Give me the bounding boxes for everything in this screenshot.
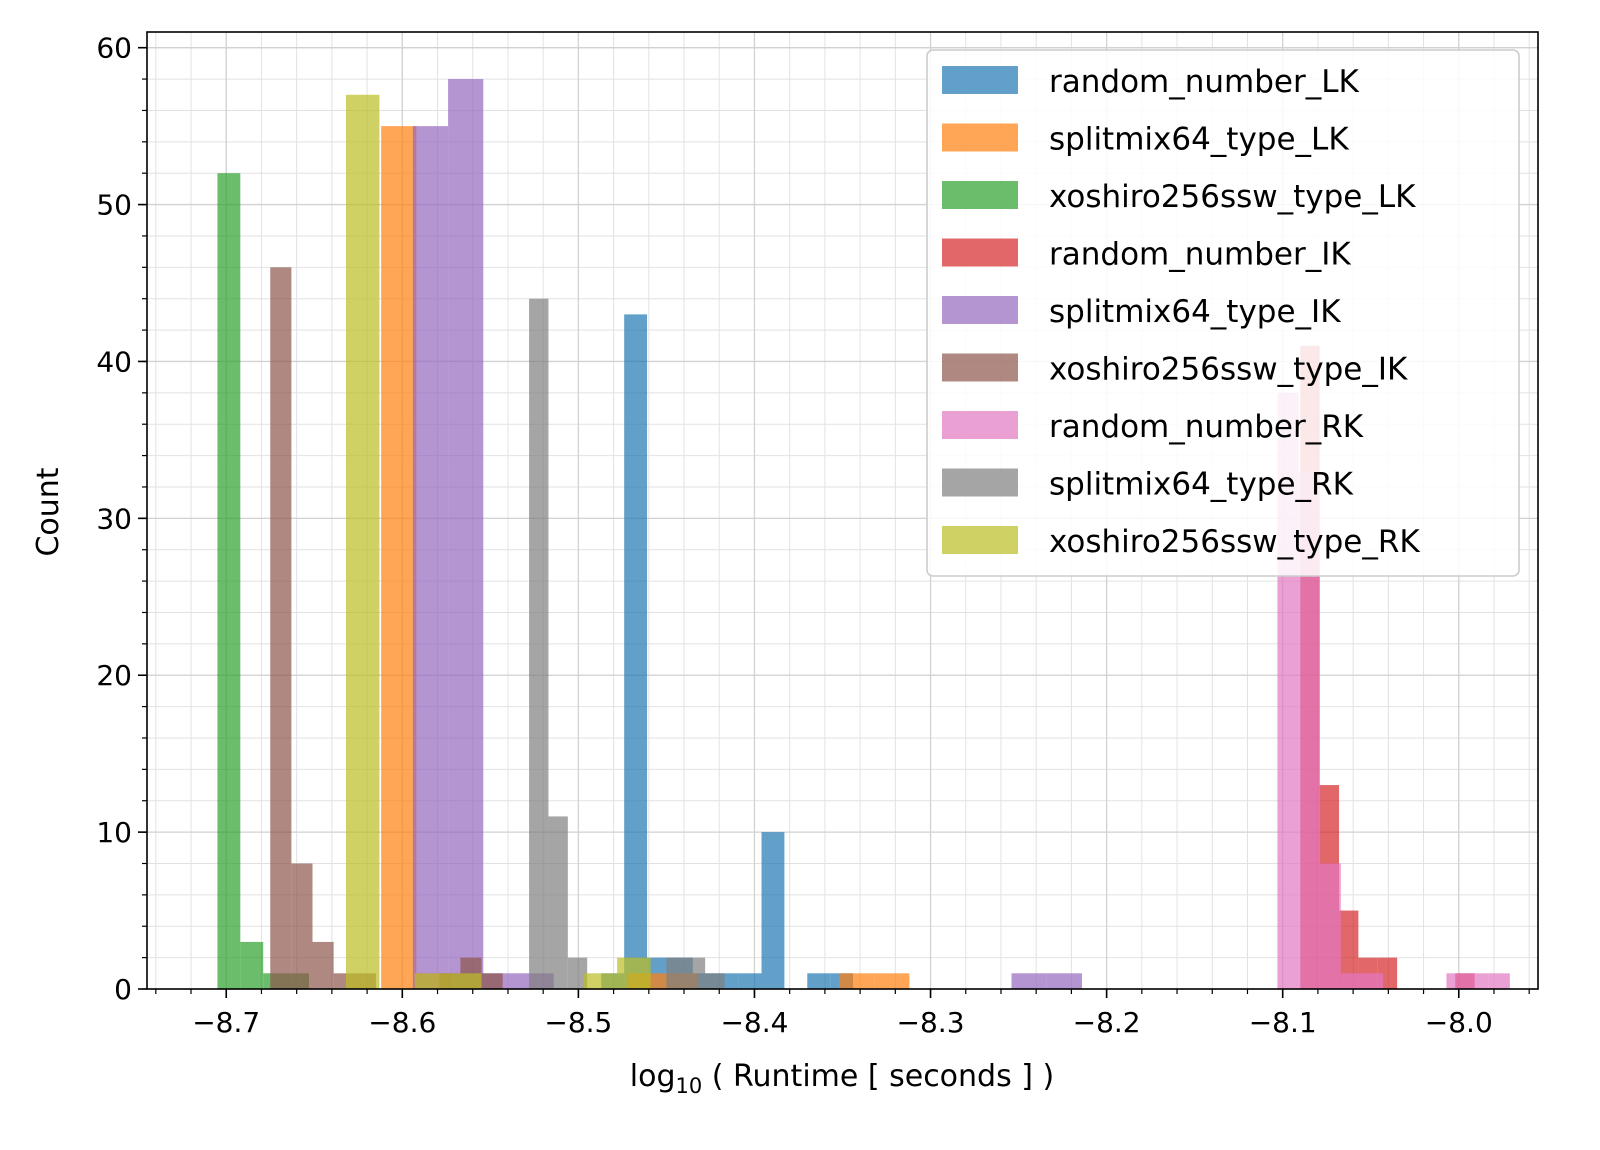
- legend-label-xoshiro256ssw_type_IK: xoshiro256ssw_type_IK: [1049, 352, 1408, 388]
- bar-splitmix64_type_LK: [381, 126, 417, 989]
- bar-splitmix64_type_RK: [548, 816, 568, 989]
- x-axis-label-text: ( Runtime [ seconds ] ): [702, 1059, 1054, 1094]
- bar-random_number_LK: [761, 832, 785, 989]
- bar-random_number_LK: [807, 973, 831, 989]
- x-tick-label: −8.5: [544, 1006, 612, 1039]
- y-tick-label: 20: [96, 659, 132, 692]
- legend-swatch-random_number_LK: [942, 66, 1018, 94]
- legend-swatch-xoshiro256ssw_type_RK: [942, 526, 1018, 554]
- bar-splitmix64_type_RK: [529, 298, 549, 989]
- series-splitmix64_type_RK: [529, 298, 725, 989]
- bar-splitmix64_type_IK: [448, 79, 484, 990]
- bar-random_number_RK: [1340, 973, 1362, 989]
- bar-xoshiro256ssw_type_IK: [270, 267, 292, 989]
- bar-xoshiro256ssw_type_RK: [414, 973, 449, 989]
- bar-splitmix64_type_RK: [705, 973, 725, 989]
- bar-random_number_IK: [1339, 910, 1359, 989]
- legend-label-xoshiro256ssw_type_RK: xoshiro256ssw_type_RK: [1049, 524, 1420, 560]
- bar-splitmix64_type_RK: [666, 957, 686, 989]
- histogram-bars: [217, 79, 1510, 990]
- bar-xoshiro256ssw_type_RK: [617, 957, 651, 989]
- plot-frame: [146, 31, 1539, 990]
- bar-random_number_LK: [738, 973, 762, 989]
- series-splitmix64_type_LK: [381, 126, 910, 989]
- y-tick-label: 50: [96, 189, 132, 222]
- x-axis-label-subscript: 10: [676, 1074, 703, 1098]
- bar-random_number_RK: [1467, 973, 1489, 989]
- bar-xoshiro256ssw_type_RK: [583, 973, 618, 989]
- y-tick-label: 10: [96, 816, 132, 849]
- legend-swatch-splitmix64_type_RK: [942, 468, 1018, 497]
- bar-random_number_RK: [1361, 973, 1384, 989]
- legend-label-random_number_IK: random_number_IK: [1049, 237, 1351, 273]
- bar-splitmix64_type_IK: [1011, 973, 1047, 989]
- x-tick-label: −8.3: [897, 1006, 965, 1039]
- y-axis-label: Count: [31, 467, 66, 556]
- y-tick-label: 30: [96, 502, 132, 535]
- series-xoshiro256ssw_type_RK: [345, 94, 651, 990]
- bar-random_number_RK: [1446, 973, 1468, 989]
- series-xoshiro256ssw_type_IK: [270, 267, 503, 989]
- bar-xoshiro256ssw_type_IK: [291, 863, 313, 989]
- bar-splitmix64_type_RK: [685, 957, 706, 989]
- bar-random_number_RK: [1298, 471, 1320, 989]
- x-tick-label: −8.1: [1249, 1006, 1317, 1039]
- y-tick-label: 40: [96, 345, 132, 378]
- x-tick-label: −8.6: [368, 1006, 436, 1039]
- series-splitmix64_type_IK: [412, 79, 1082, 990]
- legend-label-splitmix64_type_LK: splitmix64_type_LK: [1049, 122, 1349, 158]
- x-tick-label: −8.7: [192, 1006, 260, 1039]
- legend-swatch-xoshiro256ssw_type_IK: [942, 353, 1018, 382]
- bar-xoshiro256ssw_type_RK: [448, 973, 482, 989]
- bar-splitmix64_type_IK: [1046, 973, 1082, 989]
- bar-xoshiro256ssw_type_IK: [312, 941, 334, 989]
- x-axis-label: log10 ( Runtime [ seconds ] ): [630, 1059, 1054, 1098]
- bar-xoshiro256ssw_type_LK: [217, 173, 241, 989]
- y-axis-ticks: 0 10 20 30 40 50 60: [96, 32, 147, 1006]
- legend-swatch-random_number_IK: [942, 238, 1018, 267]
- bar-random_number_LK: [624, 314, 648, 989]
- y-tick-label: 0: [114, 973, 132, 1006]
- legend-box: [926, 49, 1520, 577]
- bar-random_number_RK: [1488, 973, 1510, 989]
- x-tick-label: −8.4: [720, 1006, 788, 1039]
- bar-splitmix64_type_LK: [838, 973, 875, 989]
- legend-label-xoshiro256ssw_type_LK: xoshiro256ssw_type_LK: [1049, 179, 1416, 215]
- bar-xoshiro256ssw_type_LK: [240, 941, 264, 989]
- x-tick-label: −8.2: [1073, 1006, 1141, 1039]
- bar-xoshiro256ssw_type_IK: [481, 973, 503, 989]
- legend-swatch-xoshiro256ssw_type_LK: [942, 181, 1018, 209]
- legend: random_number_LK splitmix64_type_LKxoshir…: [926, 49, 1520, 577]
- y-tick-label: 60: [96, 32, 132, 65]
- legend-label-splitmix64_type_IK: splitmix64_type_IK: [1049, 294, 1341, 330]
- legend-label-random_number_LK: random_number_LK: [1049, 64, 1359, 100]
- bar-random_number_RK: [1319, 863, 1341, 989]
- legend-swatch-random_number_RK: [942, 411, 1018, 439]
- legend-label-random_number_RK: random_number_RK: [1049, 409, 1364, 445]
- bar-xoshiro256ssw_type_RK: [345, 94, 380, 990]
- legend-swatch-splitmix64_type_IK: [942, 296, 1018, 324]
- bar-splitmix64_type_IK: [412, 126, 449, 989]
- legend-swatch-splitmix64_type_LK: [942, 123, 1018, 152]
- x-axis-label-log: log: [630, 1059, 676, 1094]
- x-tick-label: −8.0: [1425, 1006, 1493, 1039]
- bar-splitmix64_type_RK: [567, 957, 588, 989]
- x-axis-ticks: −8.7 −8.6 −8.5 −8.4 −8.3 −8.2 −8.1 −8.0: [155, 989, 1530, 1039]
- bar-splitmix64_type_LK: [874, 973, 910, 989]
- legend-label-splitmix64_type_RK: splitmix64_type_RK: [1049, 467, 1354, 503]
